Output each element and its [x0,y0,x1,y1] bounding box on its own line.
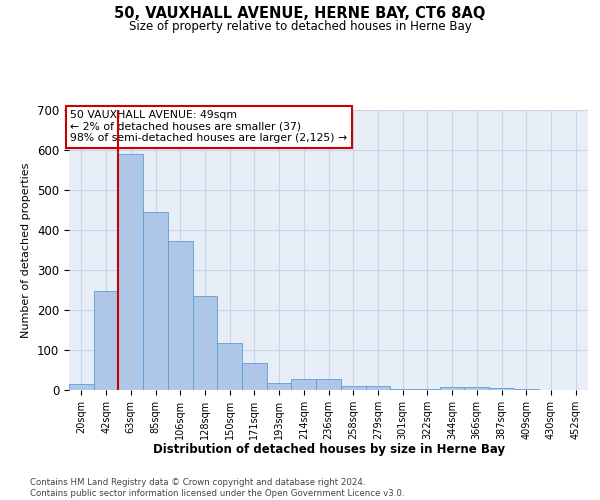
Bar [390,389,415,390]
Bar [365,386,390,390]
Bar [514,389,539,390]
Bar [118,154,143,390]
Bar [489,388,514,390]
Bar [94,291,118,390]
Y-axis label: Number of detached properties: Number of detached properties [22,162,31,338]
Text: Contains HM Land Registry data © Crown copyright and database right 2024.
Contai: Contains HM Land Registry data © Crown c… [30,478,404,498]
Bar [440,387,464,390]
Bar [415,389,440,390]
Bar [292,379,316,390]
Text: Distribution of detached houses by size in Herne Bay: Distribution of detached houses by size … [153,442,505,456]
Bar [168,241,193,390]
Bar [143,212,168,390]
Bar [217,343,242,390]
Bar [267,383,292,390]
Bar [193,296,217,390]
Bar [242,363,267,390]
Text: 50 VAUXHALL AVENUE: 49sqm
← 2% of detached houses are smaller (37)
98% of semi-d: 50 VAUXHALL AVENUE: 49sqm ← 2% of detach… [70,110,347,143]
Text: Size of property relative to detached houses in Herne Bay: Size of property relative to detached ho… [128,20,472,33]
Bar [341,386,365,390]
Bar [316,379,341,390]
Text: 50, VAUXHALL AVENUE, HERNE BAY, CT6 8AQ: 50, VAUXHALL AVENUE, HERNE BAY, CT6 8AQ [115,6,485,21]
Bar [69,384,94,390]
Bar [464,387,489,390]
